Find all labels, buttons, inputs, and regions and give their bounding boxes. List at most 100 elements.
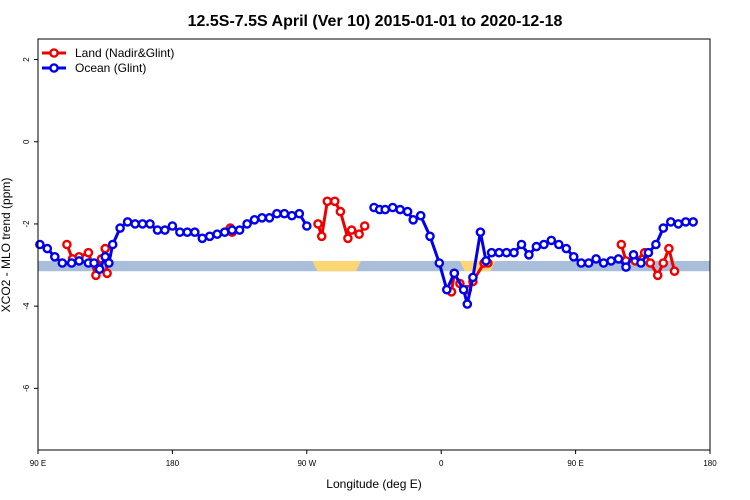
- data-point: [212, 229, 222, 239]
- data-point: [658, 223, 669, 233]
- series-layer: [35, 196, 699, 309]
- data-point: [636, 258, 646, 268]
- y-axis: 2 0 -2 -4 -6: [22, 57, 38, 392]
- data-point: [335, 206, 346, 217]
- data-point: [652, 270, 663, 281]
- legend-label: Land (Nadir&Glint): [75, 46, 174, 60]
- data-point: [249, 214, 260, 225]
- data-point: [415, 210, 426, 221]
- y-tick-label: -4: [22, 302, 31, 310]
- legend-label: Ocean (Glint): [75, 61, 146, 75]
- data-point: [628, 249, 639, 260]
- data-point: [591, 254, 601, 264]
- surface-band: [38, 260, 710, 272]
- data-point: [322, 196, 333, 207]
- x-tick-label: 90 E: [30, 459, 46, 468]
- data-point: [561, 243, 572, 254]
- data-point: [152, 225, 163, 235]
- data-point: [516, 239, 527, 250]
- data-point: [264, 212, 275, 223]
- y-tick-label: 0: [22, 139, 31, 144]
- data-point: [272, 208, 282, 219]
- x-axis-label: Longitude (deg E): [326, 477, 421, 491]
- legend-swatch-marker: [49, 48, 59, 58]
- data-point: [645, 258, 656, 268]
- data-point: [598, 258, 609, 268]
- data-point: [402, 206, 413, 217]
- data-point: [680, 217, 691, 227]
- data-point: [501, 247, 512, 258]
- data-point: [387, 202, 398, 213]
- data-point: [651, 239, 661, 250]
- data-point: [227, 225, 237, 235]
- data-point: [669, 266, 680, 277]
- data-point: [219, 227, 230, 237]
- data-point: [434, 258, 445, 268]
- data-point: [359, 221, 370, 231]
- data-point: [346, 225, 357, 235]
- data-point: [42, 243, 53, 254]
- data-point: [494, 247, 504, 258]
- data-point: [74, 256, 84, 266]
- data-point: [576, 258, 587, 268]
- land-band: [312, 260, 361, 272]
- data-point: [182, 227, 193, 237]
- data-point: [395, 204, 405, 215]
- data-point: [204, 231, 215, 242]
- data-point: [554, 239, 564, 250]
- x-tick-label: 0: [439, 459, 444, 468]
- legend-item: Ocean (Glint): [42, 61, 146, 75]
- data-point: [658, 258, 669, 268]
- data-point: [606, 256, 616, 266]
- data-point: [115, 223, 125, 233]
- y-tick-label: 2: [22, 57, 31, 62]
- data-point: [616, 239, 627, 250]
- data-point: [294, 208, 305, 219]
- data-point: [546, 235, 557, 246]
- legend-swatch-marker: [49, 63, 59, 73]
- data-point: [107, 239, 118, 250]
- data-point: [531, 241, 542, 252]
- data-point: [524, 249, 534, 260]
- data-point: [279, 208, 290, 219]
- data-point: [66, 258, 77, 268]
- data-point: [621, 262, 631, 272]
- data-point: [583, 258, 594, 268]
- data-point: [664, 243, 674, 254]
- data-point: [301, 221, 312, 231]
- data-point: [613, 254, 624, 264]
- data-point: [481, 256, 491, 266]
- data-point: [102, 268, 112, 279]
- x-tick-label: 90 E: [567, 459, 583, 468]
- ocean-series: [35, 202, 699, 309]
- data-point: [449, 268, 460, 279]
- data-point: [130, 219, 140, 229]
- data-point: [234, 225, 245, 235]
- data-point: [509, 247, 519, 258]
- data-point: [475, 227, 486, 237]
- data-point: [189, 227, 200, 237]
- data-point: [468, 272, 478, 283]
- data-point: [62, 239, 72, 250]
- data-point: [94, 264, 105, 275]
- data-point: [486, 247, 497, 258]
- x-tick-label: 90 W: [297, 459, 316, 468]
- data-point: [666, 217, 676, 227]
- data-point: [313, 219, 323, 229]
- data-point: [175, 227, 185, 237]
- data-point: [83, 247, 94, 258]
- data-point: [329, 196, 340, 207]
- data-point: [257, 212, 267, 223]
- x-tick-label: 180: [703, 459, 717, 468]
- data-point: [287, 210, 297, 221]
- data-point: [688, 217, 699, 227]
- data-point: [408, 214, 419, 225]
- data-point: [104, 258, 114, 268]
- data-point: [160, 225, 170, 235]
- x-axis: 90 E 180 90 W 0 90 E 180: [30, 450, 717, 468]
- ocean-band: [38, 260, 710, 272]
- chart-title: 12.5S-7.5S April (Ver 10) 2015-01-01 to …: [188, 13, 563, 30]
- data-point: [568, 251, 579, 262]
- data-point: [354, 229, 364, 239]
